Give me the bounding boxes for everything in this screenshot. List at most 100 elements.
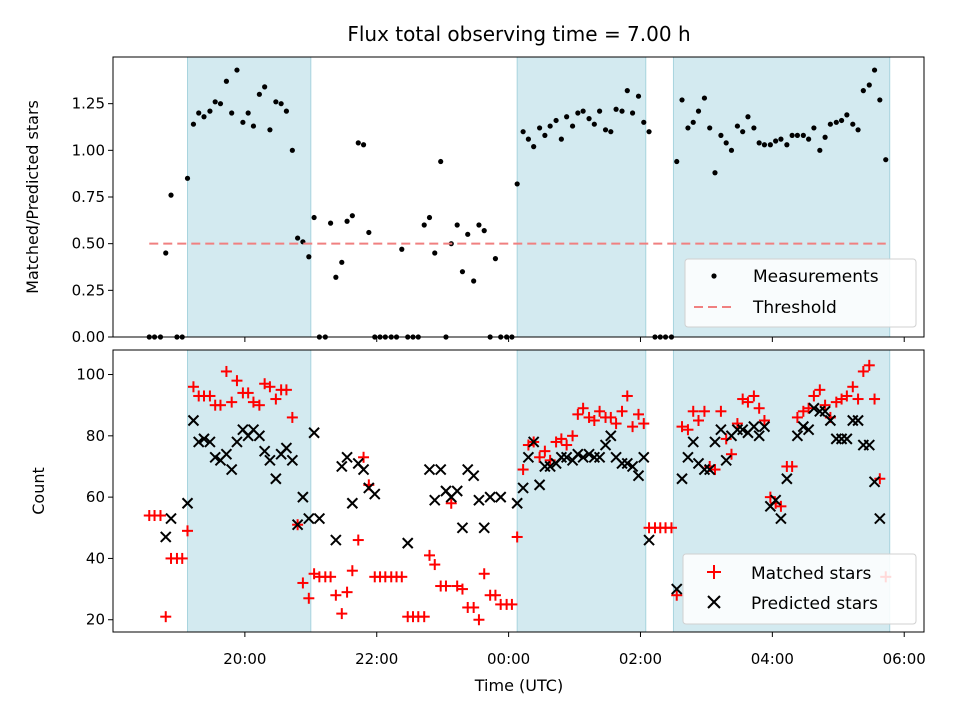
plus-point-1-0-16 <box>231 375 243 387</box>
plus-point-1-0-51 <box>423 549 435 561</box>
dot-point-0-0-19 <box>250 123 257 129</box>
plus-point-1-0-11 <box>204 390 216 402</box>
y-tick-label-0-1: 0.25 <box>72 281 105 299</box>
x-point-1-1-3 <box>187 414 200 427</box>
x-point-1-1-73 <box>643 534 655 546</box>
plus-point-1-0-18 <box>242 387 254 399</box>
dot-point-0-0-71 <box>536 125 543 131</box>
x-axis-title: Time (UTC) <box>474 676 563 695</box>
dot-point-0-0-27 <box>295 235 301 241</box>
x-point-1-1-96 <box>797 420 810 433</box>
x-point-1-1-93 <box>775 512 787 525</box>
plus-point-1-0-84 <box>605 411 617 423</box>
x-point-1-1-70 <box>626 460 639 473</box>
dot-point-0-0-89 <box>635 93 642 99</box>
plus-point-1-0-72 <box>539 445 551 457</box>
dot-point-0-0-26 <box>289 147 295 153</box>
x-point-1-1-22 <box>291 519 304 531</box>
dot-point-0-0-60 <box>476 222 482 228</box>
plus-point-1-0-39 <box>358 451 370 463</box>
dot-point-0-0-15 <box>229 110 235 116</box>
x-tick-label-5: 06:00 <box>883 650 926 668</box>
plus-point-1-0-107 <box>731 418 743 430</box>
x-point-1-1-52 <box>527 436 540 448</box>
plus-point-1-0-129 <box>852 393 864 405</box>
legend-predicted-label: Predicted stars <box>751 594 878 614</box>
dot-point-0-0-110 <box>751 125 757 131</box>
x-point-1-1-58 <box>560 451 573 463</box>
dot-point-0-0-56 <box>454 222 460 228</box>
legend-matched-marker <box>707 565 721 579</box>
dot-point-0-0-108 <box>740 129 746 135</box>
shaded-window-0-0 <box>187 56 312 338</box>
dot-point-0-0-87 <box>624 88 630 94</box>
x-point-1-1-34 <box>369 488 381 500</box>
x-point-1-1-46 <box>478 522 490 534</box>
dot-point-0-0-53 <box>438 158 444 165</box>
x-tick-label-4: 04:00 <box>751 650 794 668</box>
plus-point-1-0-26 <box>286 411 298 423</box>
y-tick-label-0-2: 0.50 <box>72 235 105 253</box>
plus-point-1-0-60 <box>473 614 485 626</box>
dot-point-0-0-61 <box>481 228 487 234</box>
plus-point-1-0-89 <box>633 408 645 420</box>
plus-point-1-0-87 <box>621 390 633 402</box>
plus-point-1-0-15 <box>226 396 238 408</box>
dot-point-0-0-100 <box>695 108 702 114</box>
plus-point-1-0-77 <box>567 430 579 442</box>
x-point-1-1-28 <box>336 460 348 473</box>
plus-point-1-0-19 <box>247 396 259 408</box>
x-point-1-1-110 <box>874 512 886 525</box>
x-point-1-1-76 <box>682 451 694 463</box>
plus-point-1-0-104 <box>715 405 727 417</box>
plus-point-1-0-117 <box>786 460 798 472</box>
dot-point-0-0-25 <box>283 108 290 114</box>
dot-point-0-0-90 <box>641 119 647 125</box>
plus-point-1-0-79 <box>577 402 589 414</box>
x-point-1-1-97 <box>802 423 815 436</box>
dot-point-0-0-81 <box>591 121 597 127</box>
dot-point-0-0-99 <box>690 119 696 125</box>
x-point-1-1-92 <box>769 494 782 506</box>
x-point-1-1-18 <box>270 473 282 485</box>
ratio-legend: Measurements Threshold <box>684 258 917 328</box>
dot-point-0-0-122 <box>817 147 823 153</box>
x-point-1-1-109 <box>868 476 881 488</box>
dot-point-0-0-11 <box>207 108 213 114</box>
x-point-1-1-17 <box>264 454 276 467</box>
dot-point-0-0-9 <box>196 110 202 116</box>
y-tick-label-0-3: 0.75 <box>72 188 105 206</box>
plus-point-1-0-50 <box>418 611 430 623</box>
dot-point-0-0-75 <box>558 136 564 142</box>
dot-point-0-0-40 <box>366 229 372 236</box>
dot-point-0-0-85 <box>613 106 619 112</box>
plus-point-1-0-36 <box>341 586 353 598</box>
x-point-1-1-5 <box>198 433 210 445</box>
plus-point-1-0-14 <box>220 365 232 377</box>
dot-point-0-0-72 <box>542 132 548 138</box>
plus-point-1-0-71 <box>534 451 546 463</box>
plus-point-1-0-131 <box>863 359 875 371</box>
dot-point-0-0-76 <box>564 114 570 120</box>
dot-point-0-0-50 <box>421 222 427 228</box>
dot-point-0-0-88 <box>629 110 636 116</box>
dot-point-0-0-12 <box>212 99 218 105</box>
dot-point-0-0-7 <box>184 175 191 181</box>
y-tick-label-1-1: 40 <box>86 549 105 567</box>
x-point-1-1-2 <box>181 497 194 509</box>
x-point-1-1-51 <box>522 451 535 463</box>
plus-point-1-0-121 <box>808 390 820 402</box>
legend-predicted-marker <box>707 595 721 609</box>
x-point-1-1-62 <box>583 448 595 460</box>
plus-point-1-0-66 <box>506 598 518 610</box>
dot-point-0-0-98 <box>685 125 691 131</box>
dot-point-0-0-68 <box>520 129 526 135</box>
dot-point-0-0-117 <box>789 132 795 138</box>
x-point-1-1-15 <box>253 430 266 442</box>
x-point-1-1-49 <box>511 497 523 509</box>
plus-point-1-0-59 <box>468 601 480 613</box>
dot-point-0-0-69 <box>525 136 531 142</box>
plus-point-1-0-101 <box>698 405 710 417</box>
dot-point-0-0-96 <box>674 158 680 165</box>
plus-point-1-0-86 <box>616 405 628 417</box>
